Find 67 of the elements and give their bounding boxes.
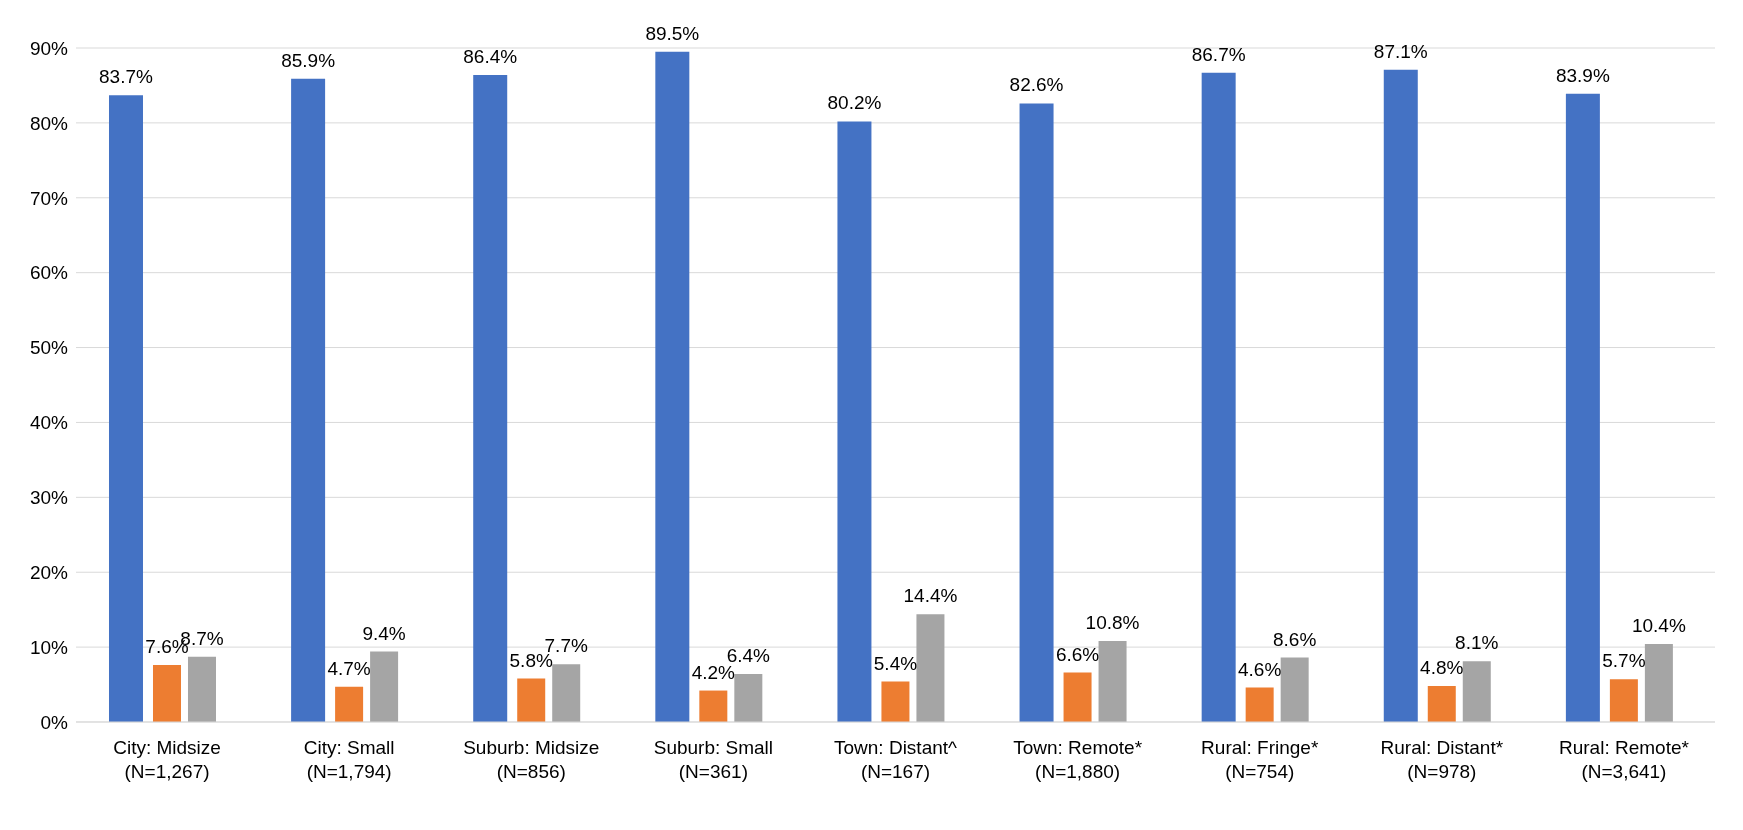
y-tick-label: 40% — [29, 412, 69, 434]
bar — [335, 686, 364, 722]
x-tick-label: Suburb: Midsize (N=856) — [463, 737, 600, 782]
x-tick-label: City: Small (N=1,794) — [303, 737, 395, 782]
data-label: 86.7% — [1191, 43, 1246, 65]
bar — [1245, 687, 1274, 722]
data-label: 8.6% — [1273, 628, 1317, 650]
x-tick-label: Suburb: Small (N=361) — [653, 737, 774, 782]
data-label: 4.8% — [1420, 657, 1464, 679]
bar — [1063, 672, 1092, 722]
data-label: 87.1% — [1373, 40, 1428, 62]
bar — [1019, 103, 1054, 722]
data-label: 14.4% — [903, 585, 958, 607]
y-tick-label: 20% — [29, 561, 69, 583]
data-label: 83.7% — [99, 66, 154, 88]
data-label: 4.7% — [327, 657, 371, 679]
bar — [188, 656, 216, 722]
bar — [1644, 644, 1673, 722]
bar — [552, 664, 581, 722]
data-label: 6.6% — [1055, 643, 1100, 665]
bar — [1098, 641, 1127, 722]
bar — [881, 681, 910, 722]
bar — [699, 690, 728, 722]
x-tick-label: Rural: Distant* (N=978) — [1380, 737, 1504, 782]
y-tick-label: 50% — [29, 337, 69, 359]
bar — [1609, 679, 1638, 722]
bar — [109, 95, 143, 722]
x-tick-label: Rural: Fringe* (N=754) — [1201, 737, 1319, 782]
data-label: 83.9% — [1555, 64, 1610, 86]
bar — [1280, 657, 1309, 722]
data-label: 10.8% — [1085, 612, 1140, 634]
data-label: 85.9% — [281, 49, 336, 71]
bar — [1565, 93, 1600, 722]
data-label: 9.4% — [362, 622, 406, 644]
bar — [1462, 661, 1491, 722]
y-tick-label: 60% — [29, 262, 69, 284]
data-label: 10.4% — [1631, 615, 1686, 637]
bar — [153, 665, 181, 722]
bar — [1383, 69, 1418, 722]
data-label: 86.4% — [463, 45, 518, 67]
data-label: 5.7% — [1602, 650, 1646, 672]
bar — [734, 674, 763, 722]
y-tick-label: 10% — [29, 636, 69, 658]
y-tick-label: 70% — [29, 187, 69, 209]
bar — [517, 678, 546, 722]
data-label: 4.6% — [1238, 658, 1282, 680]
x-tick-label: Town: Remote* (N=1,880) — [1013, 737, 1143, 782]
bar — [1427, 686, 1456, 722]
data-label: 5.4% — [873, 652, 918, 674]
data-label: 82.6% — [1009, 74, 1064, 96]
y-tick-label: 30% — [29, 487, 69, 509]
x-tick-label: Town: Distant^ (N=167) — [834, 737, 958, 782]
data-label: 80.2% — [827, 92, 882, 114]
bar — [370, 651, 399, 722]
bar — [655, 51, 690, 722]
y-tick-label: 90% — [29, 37, 69, 59]
bar — [473, 74, 508, 722]
y-tick-label: 80% — [29, 112, 69, 134]
bar — [1201, 72, 1236, 722]
data-label: 89.5% — [645, 22, 700, 44]
x-tick-label: Rural: Remote* (N=3,641) — [1559, 737, 1690, 782]
x-tick-label: City: Midsize (N=1,267) — [113, 737, 221, 782]
data-label: 8.1% — [1455, 632, 1499, 654]
bar — [916, 614, 945, 722]
bar — [291, 78, 326, 722]
y-tick-label: 0% — [40, 711, 69, 733]
bar — [837, 121, 872, 722]
